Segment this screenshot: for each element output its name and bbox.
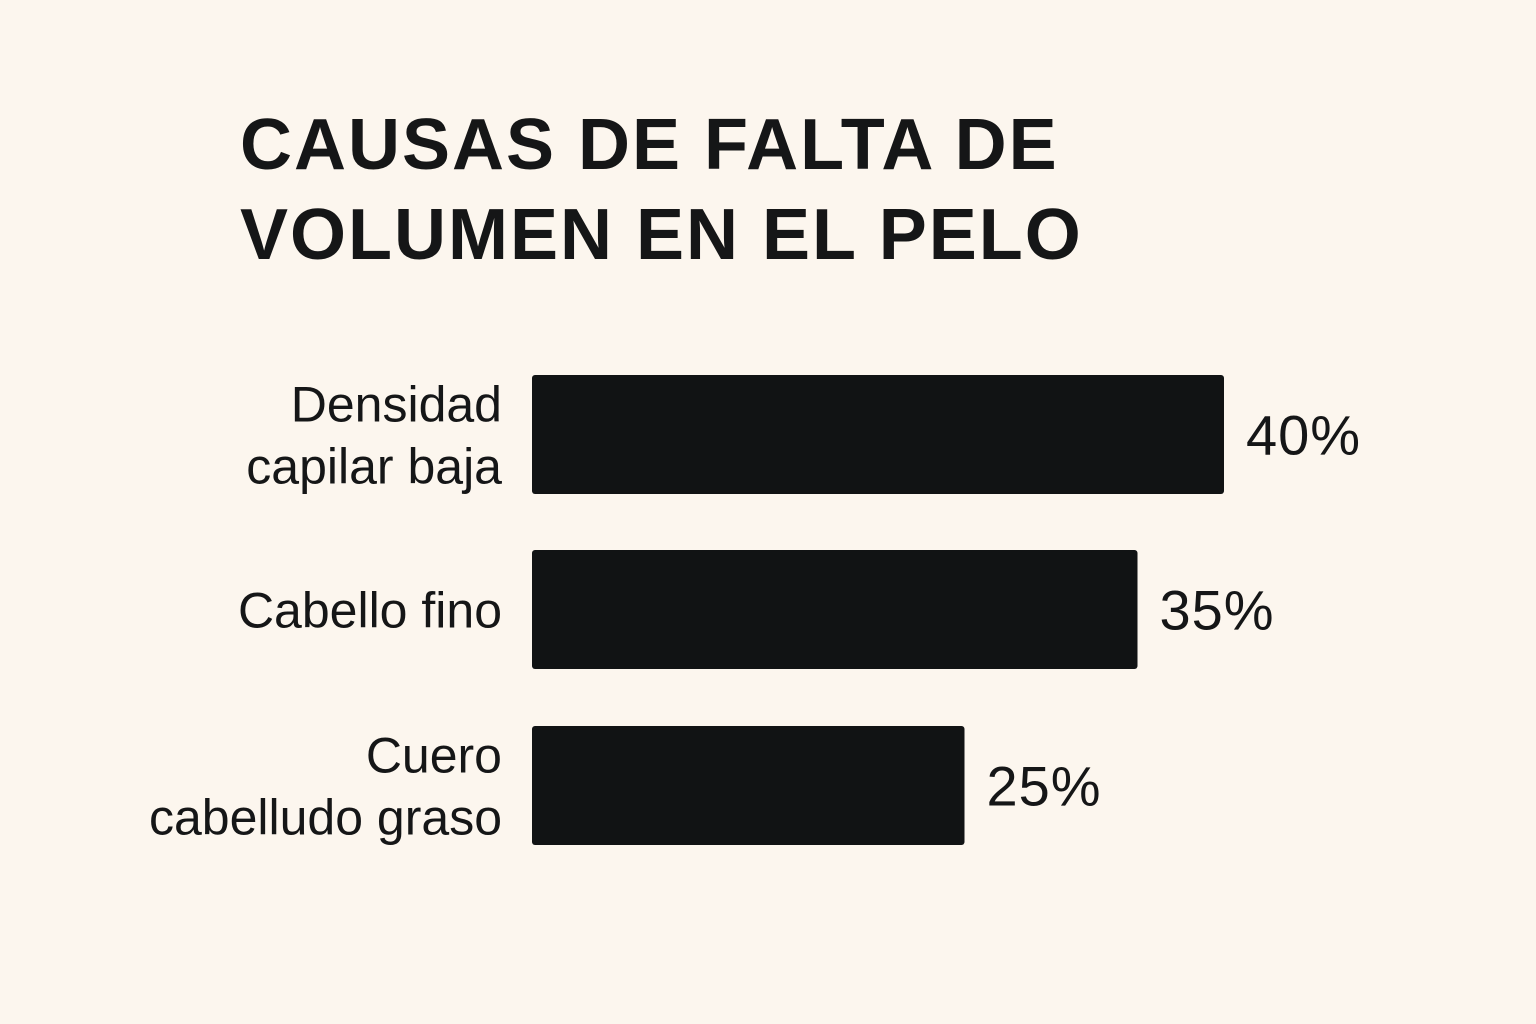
chart-title-line-2: VOLUMEN EN EL PELO [240, 195, 1083, 275]
chart-title: CAUSAS DE FALTA DE VOLUMEN EN EL PELO [240, 100, 1083, 280]
category-label-0-0: Densidad [291, 377, 502, 433]
chart-title-line-1: CAUSAS DE FALTA DE [240, 105, 1059, 185]
category-label-2-1: cabelludo graso [149, 790, 502, 846]
category-label-1-0: Cabello fino [238, 583, 502, 639]
value-label-2: 25% [987, 755, 1102, 818]
bar-2 [532, 726, 965, 845]
category-label-0-1: capilar baja [246, 439, 502, 495]
bar-0 [532, 375, 1224, 494]
bar-1 [532, 550, 1138, 669]
category-label-2-0: Cuero [366, 728, 502, 784]
value-label-1: 35% [1160, 579, 1275, 642]
value-label-0: 40% [1246, 404, 1361, 467]
